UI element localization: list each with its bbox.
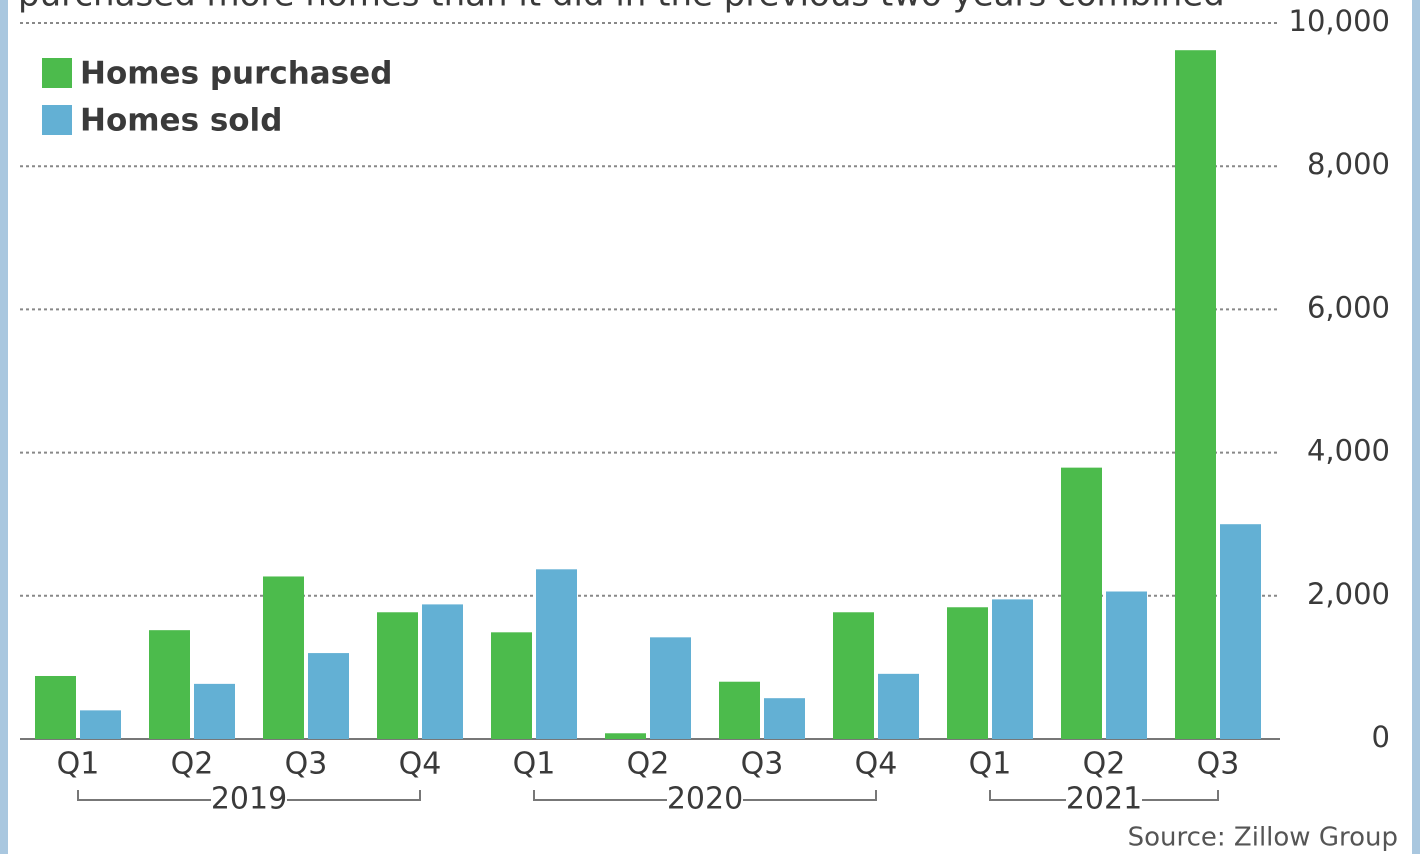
group-bracket xyxy=(533,790,877,801)
y-tick-label: 6,000 xyxy=(1307,290,1390,324)
legend-label: Homes sold xyxy=(80,103,282,139)
subtitle: purchased more homes than it did in the … xyxy=(18,0,1225,15)
x-tick-label: Q2 xyxy=(171,747,214,782)
bar xyxy=(308,653,349,739)
group-label: 2021 xyxy=(1066,782,1142,817)
y-tick-label: 0 xyxy=(1372,720,1390,754)
x-tick-label: Q3 xyxy=(285,747,328,782)
x-tick-label: Q3 xyxy=(1197,747,1240,782)
bar xyxy=(719,681,760,739)
bar xyxy=(878,673,919,739)
y-tick-label: 10,000 xyxy=(1289,4,1390,38)
x-tick-label: Q1 xyxy=(513,747,556,782)
bar xyxy=(149,630,190,739)
y-tick-label: 2,000 xyxy=(1307,577,1390,611)
bar xyxy=(764,698,805,739)
bar xyxy=(650,637,691,739)
bar xyxy=(1061,467,1102,739)
bar xyxy=(947,607,988,739)
bar xyxy=(536,569,577,739)
bar xyxy=(35,675,76,739)
legend-swatch xyxy=(42,58,72,88)
group-label: 2020 xyxy=(667,782,743,817)
x-tick-label: Q1 xyxy=(969,747,1012,782)
x-tick-label: Q4 xyxy=(855,747,898,782)
bar xyxy=(992,599,1033,739)
bar xyxy=(605,733,646,739)
group-bracket xyxy=(989,790,1219,801)
bar xyxy=(491,632,532,739)
bar xyxy=(263,576,304,739)
bar xyxy=(833,612,874,739)
group-bracket xyxy=(77,790,421,801)
y-tick-label: 4,000 xyxy=(1307,434,1390,468)
x-tick-label: Q3 xyxy=(741,747,784,782)
bar xyxy=(1220,524,1261,739)
frame-right xyxy=(1412,0,1420,854)
group-label: 2019 xyxy=(211,782,287,817)
legend-label: Homes purchased xyxy=(80,56,392,92)
legend-swatch xyxy=(42,105,72,135)
x-tick-label: Q2 xyxy=(1083,747,1126,782)
bar xyxy=(194,683,235,739)
bar xyxy=(422,604,463,739)
x-tick-label: Q2 xyxy=(627,747,670,782)
bar xyxy=(1175,50,1216,739)
frame-left xyxy=(0,0,8,854)
bar xyxy=(377,612,418,739)
x-tick-label: Q1 xyxy=(57,747,100,782)
y-tick-label: 8,000 xyxy=(1307,147,1390,181)
x-tick-label: Q4 xyxy=(399,747,442,782)
source: Source: Zillow Group xyxy=(1128,823,1398,853)
bar xyxy=(1106,591,1147,739)
bar xyxy=(80,710,121,739)
